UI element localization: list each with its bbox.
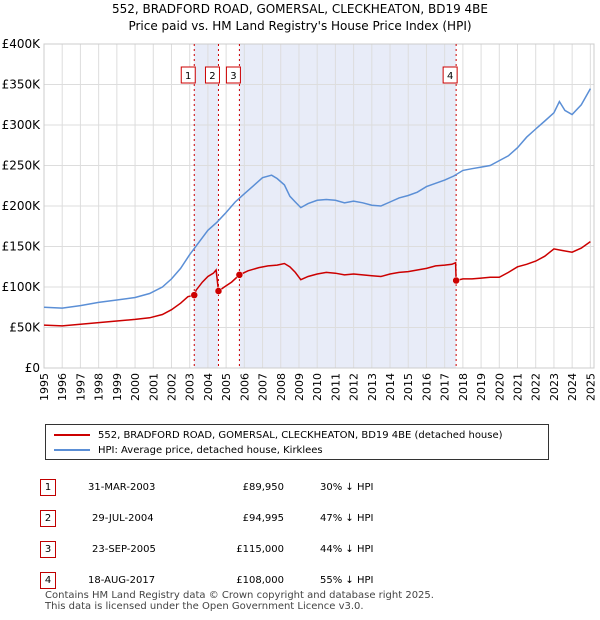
sale-price: £94,995 bbox=[242, 513, 284, 524]
y-tick-label: £350K bbox=[2, 78, 42, 92]
x-tick-label: 2013 bbox=[366, 373, 379, 401]
sale-3-label: 3 bbox=[230, 71, 236, 82]
sale-date: 29-JUL-2004 bbox=[92, 513, 154, 524]
chart-legend: 552, BRADFORD ROAD, GOMERSAL, CLECKHEATO… bbox=[45, 424, 549, 460]
x-tick-label: 2003 bbox=[184, 373, 197, 401]
footer-attribution: Contains HM Land Registry data © Crown c… bbox=[45, 590, 434, 612]
x-tick-label: 2023 bbox=[548, 373, 561, 401]
legend-property-line bbox=[54, 434, 90, 436]
x-tick-label: 2015 bbox=[402, 373, 415, 401]
sale-2-point bbox=[214, 287, 223, 295]
legend-hpi-line bbox=[54, 449, 90, 451]
sale-price: £89,950 bbox=[242, 482, 284, 493]
sale-4-point bbox=[452, 276, 460, 285]
x-tick-label: 2016 bbox=[420, 373, 433, 401]
x-tick-label: 2014 bbox=[384, 373, 397, 401]
x-tick-label: 2004 bbox=[202, 373, 215, 401]
x-tick-label: 2000 bbox=[129, 373, 142, 401]
sale-number-badge: 1 bbox=[40, 479, 56, 496]
x-tick-label: 2011 bbox=[329, 373, 342, 401]
x-tick-label: 2019 bbox=[475, 373, 488, 401]
chart-subtitle: Price paid vs. HM Land Registry's House … bbox=[128, 19, 472, 33]
x-tick-label: 2018 bbox=[457, 373, 470, 401]
y-tick-label: £200K bbox=[2, 199, 42, 213]
sale-date: 31-MAR-2003 bbox=[88, 482, 156, 493]
sale-4-label-box bbox=[442, 66, 458, 84]
sale-1-label: 1 bbox=[185, 71, 191, 82]
sale-3-label-box bbox=[225, 66, 241, 84]
footer-line-2: This data is licensed under the Open Gov… bbox=[45, 601, 364, 612]
legend-hpi-label: HPI: Average price, detached house, Kirk… bbox=[98, 444, 323, 456]
y-tick-label: £0 bbox=[25, 361, 40, 375]
x-tick-label: 1999 bbox=[111, 373, 124, 401]
sales-table: 1 31-MAR-2003 £89,950 30% ↓ HPI 2 29-JUL… bbox=[40, 472, 410, 596]
x-tick-label: 1997 bbox=[74, 373, 87, 401]
sale-hpi-diff: 55% ↓ HPI bbox=[320, 575, 374, 586]
x-tick-label: 2007 bbox=[257, 373, 270, 401]
x-tick-label: 2009 bbox=[293, 373, 306, 401]
x-tick-label: 2022 bbox=[530, 373, 543, 401]
x-tick-label: 1995 bbox=[38, 373, 51, 401]
y-tick-label: £250K bbox=[2, 159, 42, 173]
y-tick-label: £300K bbox=[2, 118, 42, 132]
sale-1-point bbox=[190, 291, 198, 299]
table-row: 1 31-MAR-2003 £89,950 30% ↓ HPI bbox=[40, 472, 410, 503]
sale-1-label-box bbox=[180, 66, 196, 84]
y-tick-label: £100K bbox=[2, 280, 42, 294]
x-tick-label: 2025 bbox=[584, 373, 597, 401]
footer-line-1: Contains HM Land Registry data © Crown c… bbox=[45, 590, 434, 601]
property-price-line bbox=[43, 240, 591, 327]
table-row: 3 23-SEP-2005 £115,000 44% ↓ HPI bbox=[40, 534, 410, 565]
sale-2-label-box bbox=[204, 66, 220, 84]
sale-hpi-diff: 30% ↓ HPI bbox=[320, 482, 374, 493]
sale-hpi-diff: 47% ↓ HPI bbox=[320, 513, 374, 524]
x-tick-label: 2005 bbox=[220, 373, 233, 401]
sale-number-badge: 2 bbox=[40, 510, 56, 527]
x-tick-label: 1996 bbox=[56, 373, 69, 401]
x-tick-label: 1998 bbox=[93, 373, 106, 401]
x-tick-label: 2024 bbox=[566, 373, 579, 401]
x-tick-label: 2017 bbox=[439, 373, 452, 401]
sale-number-badge: 4 bbox=[40, 572, 56, 589]
table-row: 4 18-AUG-2017 £108,000 55% ↓ HPI bbox=[40, 565, 410, 596]
x-tick-label: 2012 bbox=[348, 373, 361, 401]
plot-border bbox=[43, 43, 595, 369]
sale-4-label: 4 bbox=[447, 71, 453, 82]
x-tick-label: 2021 bbox=[512, 373, 525, 401]
sale-2-label: 2 bbox=[209, 71, 215, 82]
x-tick-label: 2010 bbox=[311, 373, 324, 401]
sale-date: 18-AUG-2017 bbox=[88, 575, 156, 586]
sale-price: £108,000 bbox=[236, 575, 284, 586]
x-tick-label: 2020 bbox=[493, 373, 506, 401]
y-tick-label: £400K bbox=[2, 37, 42, 51]
legend-property-label: 552, BRADFORD ROAD, GOMERSAL, CLECKHEATO… bbox=[98, 429, 503, 441]
sale-price: £115,000 bbox=[236, 544, 284, 555]
y-tick-label: £150K bbox=[2, 240, 42, 254]
sale-3-point bbox=[235, 271, 244, 279]
hpi-line bbox=[43, 88, 592, 309]
x-tick-label: 2001 bbox=[147, 373, 160, 401]
sale-hpi-diff: 44% ↓ HPI bbox=[320, 544, 374, 555]
x-tick-label: 2002 bbox=[165, 373, 178, 401]
y-tick-label: £50K bbox=[9, 321, 41, 335]
sale-number-badge: 3 bbox=[40, 541, 56, 558]
x-tick-label: 2006 bbox=[238, 373, 251, 401]
price-chart: £0 £50K £100K £150K £200K £250K £300K £350K £400… bbox=[2, 37, 598, 401]
x-tick-label: 2008 bbox=[275, 373, 288, 401]
sale-date: 23-SEP-2005 bbox=[92, 544, 156, 555]
table-row: 2 29-JUL-2004 £94,995 47% ↓ HPI bbox=[40, 503, 410, 534]
chart-title: 552, BRADFORD ROAD, GOMERSAL, CLECKHEATO… bbox=[111, 2, 488, 16]
